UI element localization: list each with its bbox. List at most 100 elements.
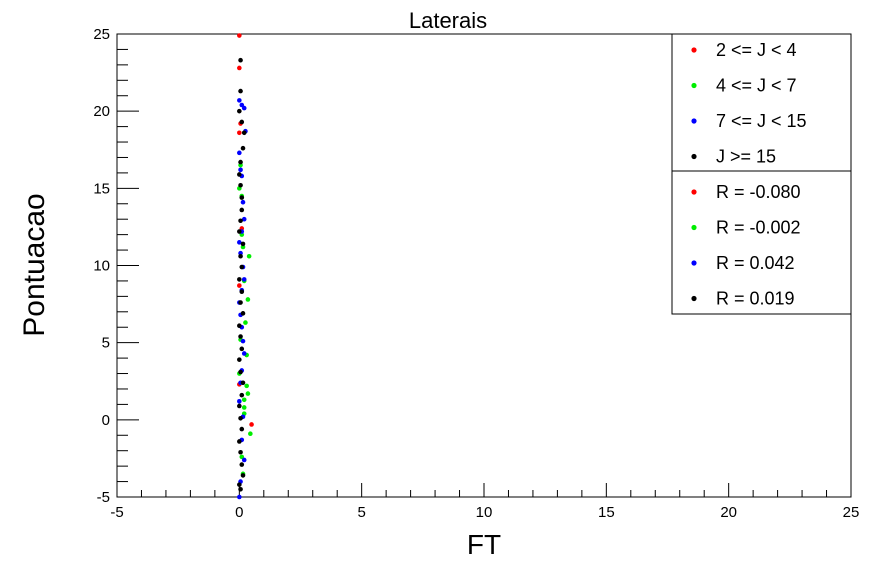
data-point	[237, 33, 242, 38]
legend-correlation-box	[671, 170, 852, 315]
data-point	[239, 426, 245, 432]
legend-label: J >= 15	[716, 147, 776, 167]
x-axis-label: FT	[467, 529, 501, 560]
data-point	[237, 150, 242, 156]
y-tick-labels: -5 0 5 10 15 20 25	[93, 26, 110, 506]
x-tick-label: 5	[357, 504, 365, 521]
data-point	[239, 102, 245, 108]
y-tick-label: 20	[93, 103, 110, 120]
data-point	[239, 207, 245, 213]
data-point	[238, 415, 243, 421]
x-tick-label: 0	[235, 504, 243, 521]
data-point	[249, 422, 254, 427]
data-point	[245, 297, 251, 302]
y-tick-label: 10	[93, 258, 110, 275]
legend-marker	[691, 295, 697, 302]
data-point	[237, 399, 242, 404]
x-tick-label: 15	[598, 504, 615, 521]
legend-marker	[691, 224, 697, 231]
data-point	[237, 108, 242, 114]
y-tick-label: 15	[93, 180, 110, 197]
data-point	[241, 216, 247, 222]
data-point	[240, 241, 246, 247]
legend-label: 2 <= J < 4	[716, 40, 797, 60]
x-tick-label: -5	[110, 504, 123, 521]
data-point	[239, 264, 245, 270]
data-point	[240, 145, 246, 151]
data-point	[240, 380, 246, 386]
data-point	[240, 311, 246, 316]
data-point	[237, 240, 242, 245]
legend-marker	[691, 153, 697, 160]
legend-marker	[691, 260, 697, 266]
data-point	[241, 130, 247, 136]
legend-label: 4 <= J < 7	[716, 76, 797, 96]
data-point	[245, 391, 251, 396]
x-tick-label: 10	[476, 504, 493, 521]
data-point	[241, 405, 247, 410]
legend-marker	[691, 82, 697, 89]
data-point	[238, 449, 243, 455]
data-point	[237, 130, 242, 136]
data-point	[238, 334, 243, 339]
legend-label: R = 0.019	[716, 289, 795, 309]
data-point	[237, 357, 242, 362]
legend-marker	[691, 189, 697, 195]
data-point	[241, 105, 247, 111]
y-tick-label: 25	[93, 26, 110, 43]
data-point	[238, 218, 243, 224]
legend-label: 7 <= J < 15	[716, 111, 807, 131]
data-point	[237, 482, 242, 487]
axis-ticks	[116, 33, 852, 498]
x-tick-label: 25	[843, 504, 860, 521]
data-point	[237, 439, 242, 444]
data-point	[238, 486, 243, 492]
data-point	[240, 199, 246, 205]
chart-title: Laterais	[409, 8, 487, 33]
data-point	[239, 346, 245, 352]
data-point	[237, 65, 242, 71]
legend-label: R = 0.042	[716, 253, 795, 273]
data-point	[238, 300, 243, 305]
data-point	[239, 392, 245, 398]
data-point	[239, 195, 245, 200]
legend-series-box	[671, 33, 852, 172]
data-point	[239, 462, 245, 467]
data-point	[246, 253, 252, 259]
data-point	[240, 338, 246, 344]
legend	[671, 33, 852, 315]
data-point	[238, 88, 243, 94]
data-point	[238, 57, 243, 63]
data-point	[238, 369, 243, 375]
data-point	[237, 229, 242, 234]
data-point	[239, 454, 245, 460]
y-tick-label: -5	[97, 489, 110, 506]
data-point	[237, 98, 242, 103]
data-point	[238, 182, 243, 188]
data-point	[238, 167, 243, 173]
legend-label: R = -0.002	[716, 218, 801, 238]
data-point	[237, 323, 242, 328]
data-point	[241, 457, 247, 463]
data-point	[241, 277, 247, 282]
data-point	[237, 283, 242, 288]
data-point	[248, 431, 253, 437]
legend-label: R = -0.080	[716, 182, 801, 202]
data-point	[239, 289, 245, 295]
data-point	[240, 473, 246, 478]
y-tick-label: 5	[102, 335, 110, 352]
legend-marker	[691, 118, 697, 124]
x-tick-label: 20	[720, 504, 737, 521]
data-point	[237, 403, 242, 409]
data-point	[243, 320, 248, 325]
y-axis-label: Pontuacao	[18, 193, 51, 336]
legend-marker	[691, 47, 697, 53]
data-points	[237, 33, 254, 500]
x-tick-labels: -5 0 5 10 15 20 25	[110, 504, 859, 521]
y-tick-label: 0	[102, 412, 110, 429]
data-point	[237, 494, 242, 500]
data-point	[241, 351, 247, 356]
data-point	[238, 253, 243, 259]
data-point	[241, 397, 247, 403]
